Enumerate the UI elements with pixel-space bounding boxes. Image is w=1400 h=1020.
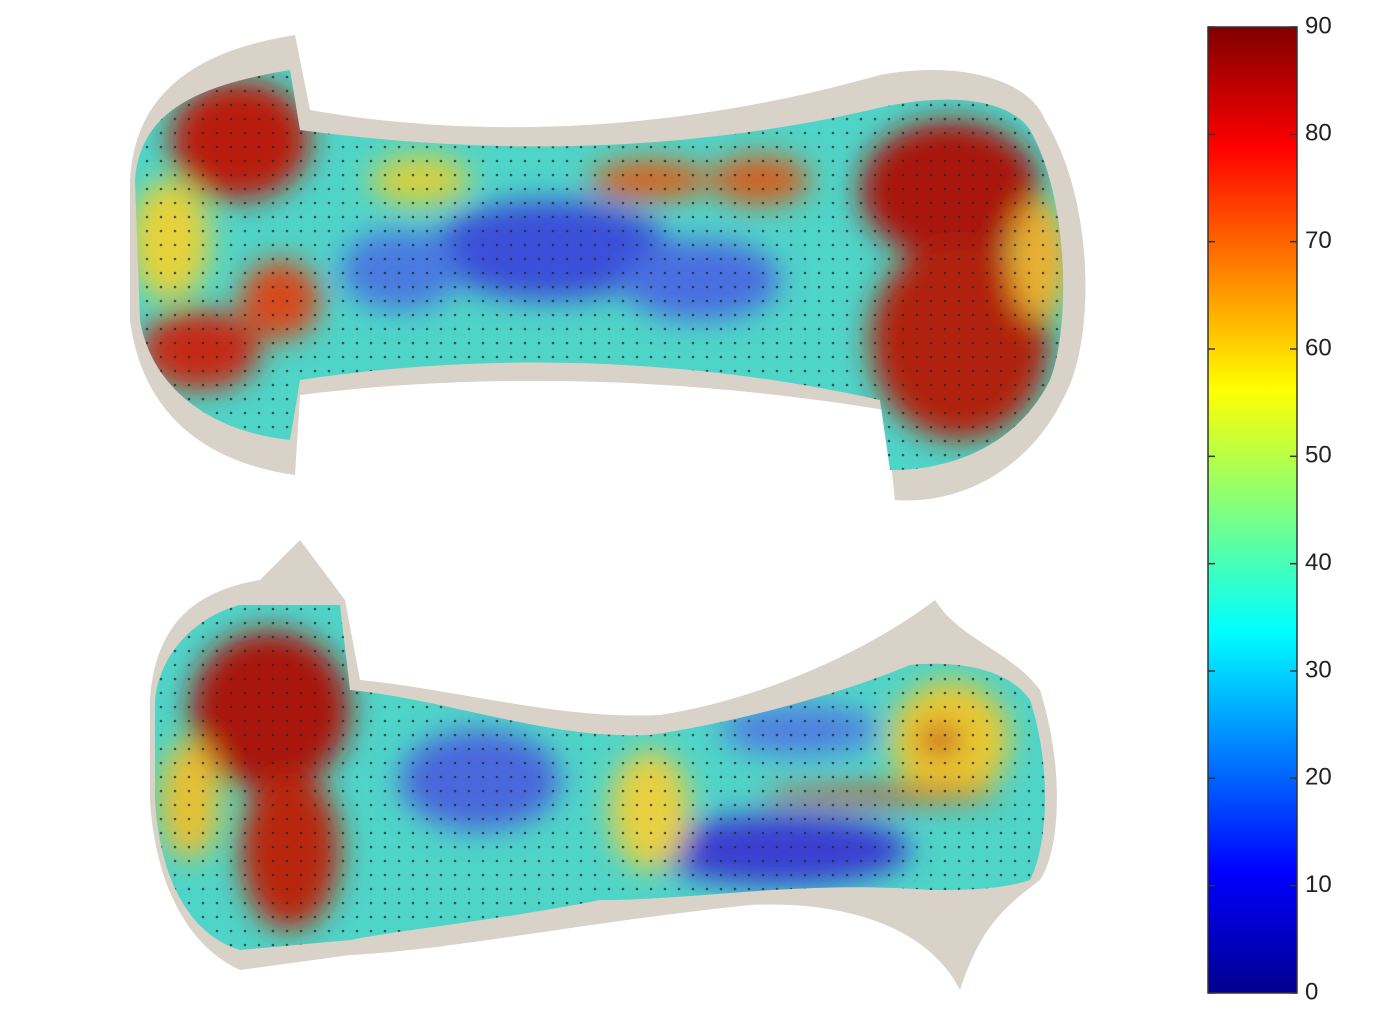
colorbar-tick-label: 40 xyxy=(1305,549,1332,576)
colorbar-tick-label: 60 xyxy=(1305,334,1332,361)
bone-top xyxy=(130,35,1086,501)
colorbar-tick-label: 0 xyxy=(1305,978,1318,1005)
colorbar-tick-label: 90 xyxy=(1305,12,1332,39)
colorbar-tick-label: 70 xyxy=(1305,227,1332,254)
colorbar-tick-label: 30 xyxy=(1305,656,1332,683)
colorbar xyxy=(1207,26,1298,994)
colorbar-tick-label: 10 xyxy=(1305,871,1332,898)
colorbar-tick-label: 80 xyxy=(1305,120,1332,147)
colorbar-tick-label: 20 xyxy=(1305,764,1332,791)
colorbar-tick-label: 50 xyxy=(1305,442,1332,469)
bone-bottom xyxy=(150,540,1057,990)
